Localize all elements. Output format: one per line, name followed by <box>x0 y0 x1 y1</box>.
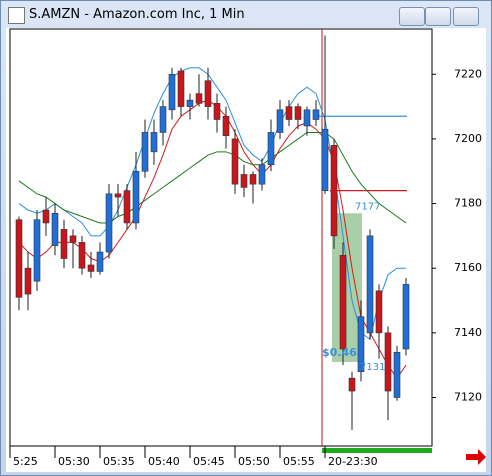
candle-body <box>69 235 77 243</box>
minimize-button[interactable] <box>399 7 425 26</box>
candle-body <box>303 109 311 127</box>
plot <box>15 35 410 430</box>
candle-body <box>267 132 275 166</box>
moving-average <box>18 131 407 224</box>
candle-body <box>42 209 50 224</box>
candle-body <box>87 264 95 272</box>
candle-body <box>276 109 284 133</box>
candle-body <box>312 109 320 120</box>
candle-body <box>114 193 122 198</box>
x-tick-label: 05:50 <box>238 455 270 468</box>
candle-body <box>339 254 347 350</box>
x-tick-label: 05:30 <box>58 455 90 468</box>
y-tick-label: 7220 <box>454 67 482 80</box>
candle-body <box>375 290 383 334</box>
session-bar <box>322 448 432 453</box>
scroll-arrow[interactable] <box>466 449 486 465</box>
level-annotation: 7131 <box>360 362 385 373</box>
candle-body <box>402 284 410 350</box>
x-tick-label: 05:35 <box>103 455 135 468</box>
profit-label: $0.46 <box>322 346 357 359</box>
candle-body <box>168 73 176 111</box>
candle-body <box>186 99 194 107</box>
candle-body <box>150 132 158 153</box>
window-title: S.AMZN - Amazon.com Inc, 1 Min <box>29 7 245 22</box>
candle-body <box>24 267 32 295</box>
candle-body <box>366 235 374 334</box>
title-bar: S.AMZN - Amazon.com Inc, 1 Min <box>1 1 491 29</box>
candle-body <box>132 170 140 224</box>
plot-frame <box>9 28 433 447</box>
candle-body <box>348 377 356 392</box>
candle-body <box>213 103 221 120</box>
window-icon <box>8 7 25 24</box>
candle-body <box>231 138 239 185</box>
candle-body <box>222 115 230 136</box>
candle-body <box>258 164 266 185</box>
candle-body <box>249 174 257 185</box>
x-tick-label: 05:45 <box>193 455 225 468</box>
candle-body <box>96 251 104 272</box>
x-tick-label: 5:25 <box>13 455 38 468</box>
candle-body <box>294 106 302 120</box>
candle-body <box>285 106 293 120</box>
x-tick-label: 05:40 <box>148 455 180 468</box>
candle-body <box>177 70 185 107</box>
candle-body <box>141 132 149 172</box>
candle-body <box>159 106 167 133</box>
x-tick-label: 05:55 <box>283 455 315 468</box>
candle-body <box>51 212 59 246</box>
y-tick-label: 7200 <box>454 132 482 145</box>
y-tick-label: 7180 <box>454 197 482 210</box>
candle-body <box>321 128 329 191</box>
moving-average <box>18 67 406 341</box>
y-tick-label: 7160 <box>454 261 482 274</box>
y-tick-label: 7140 <box>454 326 482 339</box>
maximize-button[interactable] <box>425 7 451 26</box>
candle-body <box>384 332 392 392</box>
close-button[interactable] <box>453 7 479 26</box>
candle-body <box>78 242 86 269</box>
candle-body <box>204 80 212 107</box>
candle-body <box>123 190 131 224</box>
level-annotation: 7177 <box>355 201 380 212</box>
candle-body <box>15 219 23 298</box>
candle-body <box>60 229 68 259</box>
candle-body <box>105 193 113 253</box>
candle-body <box>393 351 401 398</box>
candle-body <box>330 145 338 237</box>
candle-body <box>357 316 365 372</box>
candle-body <box>195 93 203 104</box>
x-tick-label: 20-23:30 <box>328 455 378 468</box>
candle-body <box>240 174 248 188</box>
chart-background <box>6 28 486 472</box>
y-tick-label: 7120 <box>454 391 482 404</box>
candle-body <box>33 219 41 282</box>
